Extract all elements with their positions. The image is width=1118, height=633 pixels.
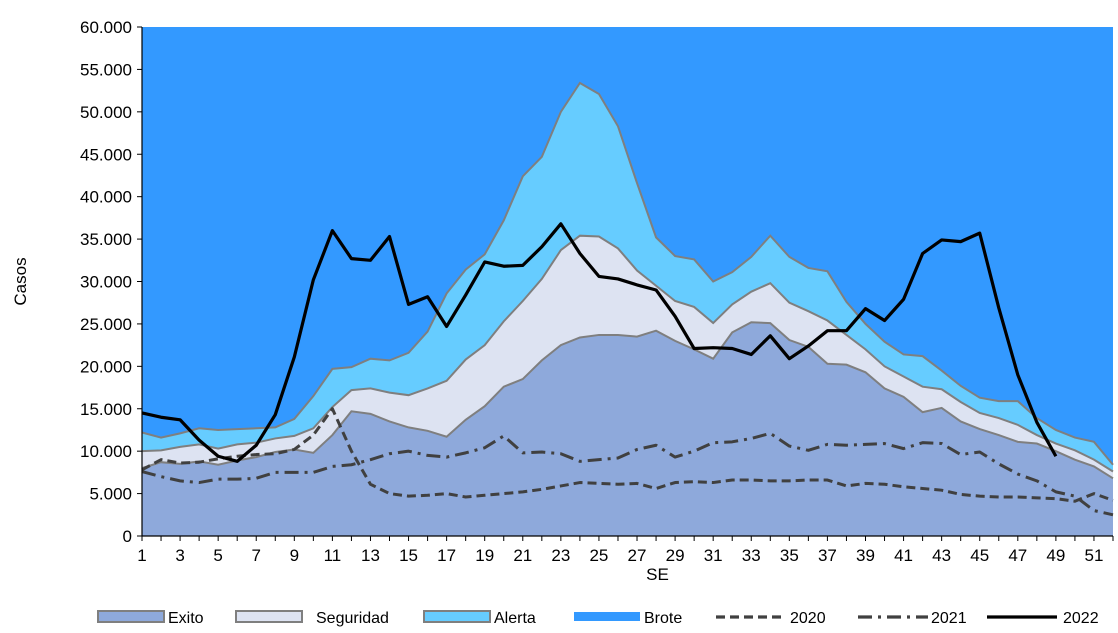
legend-swatch-seguridad — [235, 610, 303, 623]
legend-item-exito: Exito — [97, 610, 204, 627]
legend-item-2021: 2021 — [858, 610, 967, 627]
legend-item-2022: 2022 — [987, 610, 1099, 627]
y-tick-label: 35.000 — [80, 230, 132, 249]
legend-label-exito: Exito — [168, 610, 204, 627]
x-tick-label: 19 — [475, 546, 494, 565]
line-2021 — [141, 431, 1114, 517]
legend-label-2020: 2020 — [790, 610, 826, 627]
x-tick-label: 25 — [589, 546, 608, 565]
y-tick-label: 5.000 — [89, 485, 132, 504]
area-outline-alerta — [141, 81, 1114, 466]
legend-label-2021: 2021 — [931, 610, 967, 627]
x-tick-label: 35 — [780, 546, 799, 565]
y-tick-label: 0 — [123, 527, 132, 546]
x-tick-label: 3 — [175, 546, 184, 565]
x-tick-label: 33 — [742, 546, 761, 565]
x-tick-label: 23 — [551, 546, 570, 565]
x-tick-label: 29 — [666, 546, 685, 565]
y-tick-label: 55.000 — [80, 60, 132, 79]
y-tick-label: 15.000 — [80, 400, 132, 419]
line-2020 — [141, 407, 1114, 503]
y-tick-label: 25.000 — [80, 315, 132, 334]
x-tick-label: 11 — [324, 546, 342, 565]
y-tick-label: 30.000 — [80, 273, 132, 292]
legend-item-seguridad: Seguridad — [235, 610, 389, 627]
legend-swatch-brote — [574, 612, 640, 621]
y-tick-label: 60.000 — [80, 18, 132, 37]
x-tick-label: 1 — [137, 546, 146, 565]
legend-item-alerta: Alerta — [423, 610, 536, 627]
x-tick-label: 21 — [513, 546, 532, 565]
x-tick-label: 31 — [704, 546, 723, 565]
x-tick-label: 41 — [894, 546, 913, 565]
plot-area — [141, 27, 1114, 537]
x-tick-label: 13 — [361, 546, 380, 565]
y-tick-label: 10.000 — [80, 442, 132, 461]
legend-item-brote: Brote — [574, 610, 682, 627]
x-tick-label: 37 — [818, 546, 837, 565]
legend-label-brote: Brote — [644, 610, 682, 627]
x-tick-label: 49 — [1046, 546, 1065, 565]
y-tick-label: 40.000 — [80, 188, 132, 207]
legend-label-2022: 2022 — [1063, 610, 1099, 627]
legend-item-2020: 2020 — [716, 610, 826, 627]
x-tick-label: 5 — [213, 546, 222, 565]
x-axis-label: SE — [646, 565, 669, 584]
area-outline-exito — [141, 321, 1114, 480]
x-tick-label: 27 — [628, 546, 647, 565]
legend-label-alerta: Alerta — [494, 610, 536, 627]
x-tick-label: 7 — [252, 546, 261, 565]
x-tick-label: 47 — [1008, 546, 1027, 565]
x-tick-label: 15 — [399, 546, 418, 565]
y-tick-label: 45.000 — [80, 145, 132, 164]
x-tick-label: 45 — [970, 546, 989, 565]
legend-swatch-exito — [97, 610, 165, 623]
x-tick-label: 51 — [1084, 546, 1103, 565]
line-2022 — [141, 222, 1058, 463]
x-tick-label: 43 — [932, 546, 951, 565]
x-tick-label: 39 — [856, 546, 875, 565]
legend: Exito Seguridad Alerta Brote 2020 2021 2022 — [97, 610, 1099, 627]
legend-swatch-alerta — [423, 610, 491, 623]
axes: 0 5.000 10.000 15.000 20.000 25.000 30.000 35.0… — [11, 18, 1114, 584]
y-tick-label: 50.000 — [80, 103, 132, 122]
area-outline-seguridad — [141, 234, 1114, 473]
legend-label-seguridad: Seguridad — [316, 610, 389, 627]
y-axis-label: Casos — [11, 257, 30, 305]
y-tick-label: 20.000 — [80, 357, 132, 376]
x-tick-label: 9 — [290, 546, 299, 565]
x-tick-label: 17 — [437, 546, 456, 565]
